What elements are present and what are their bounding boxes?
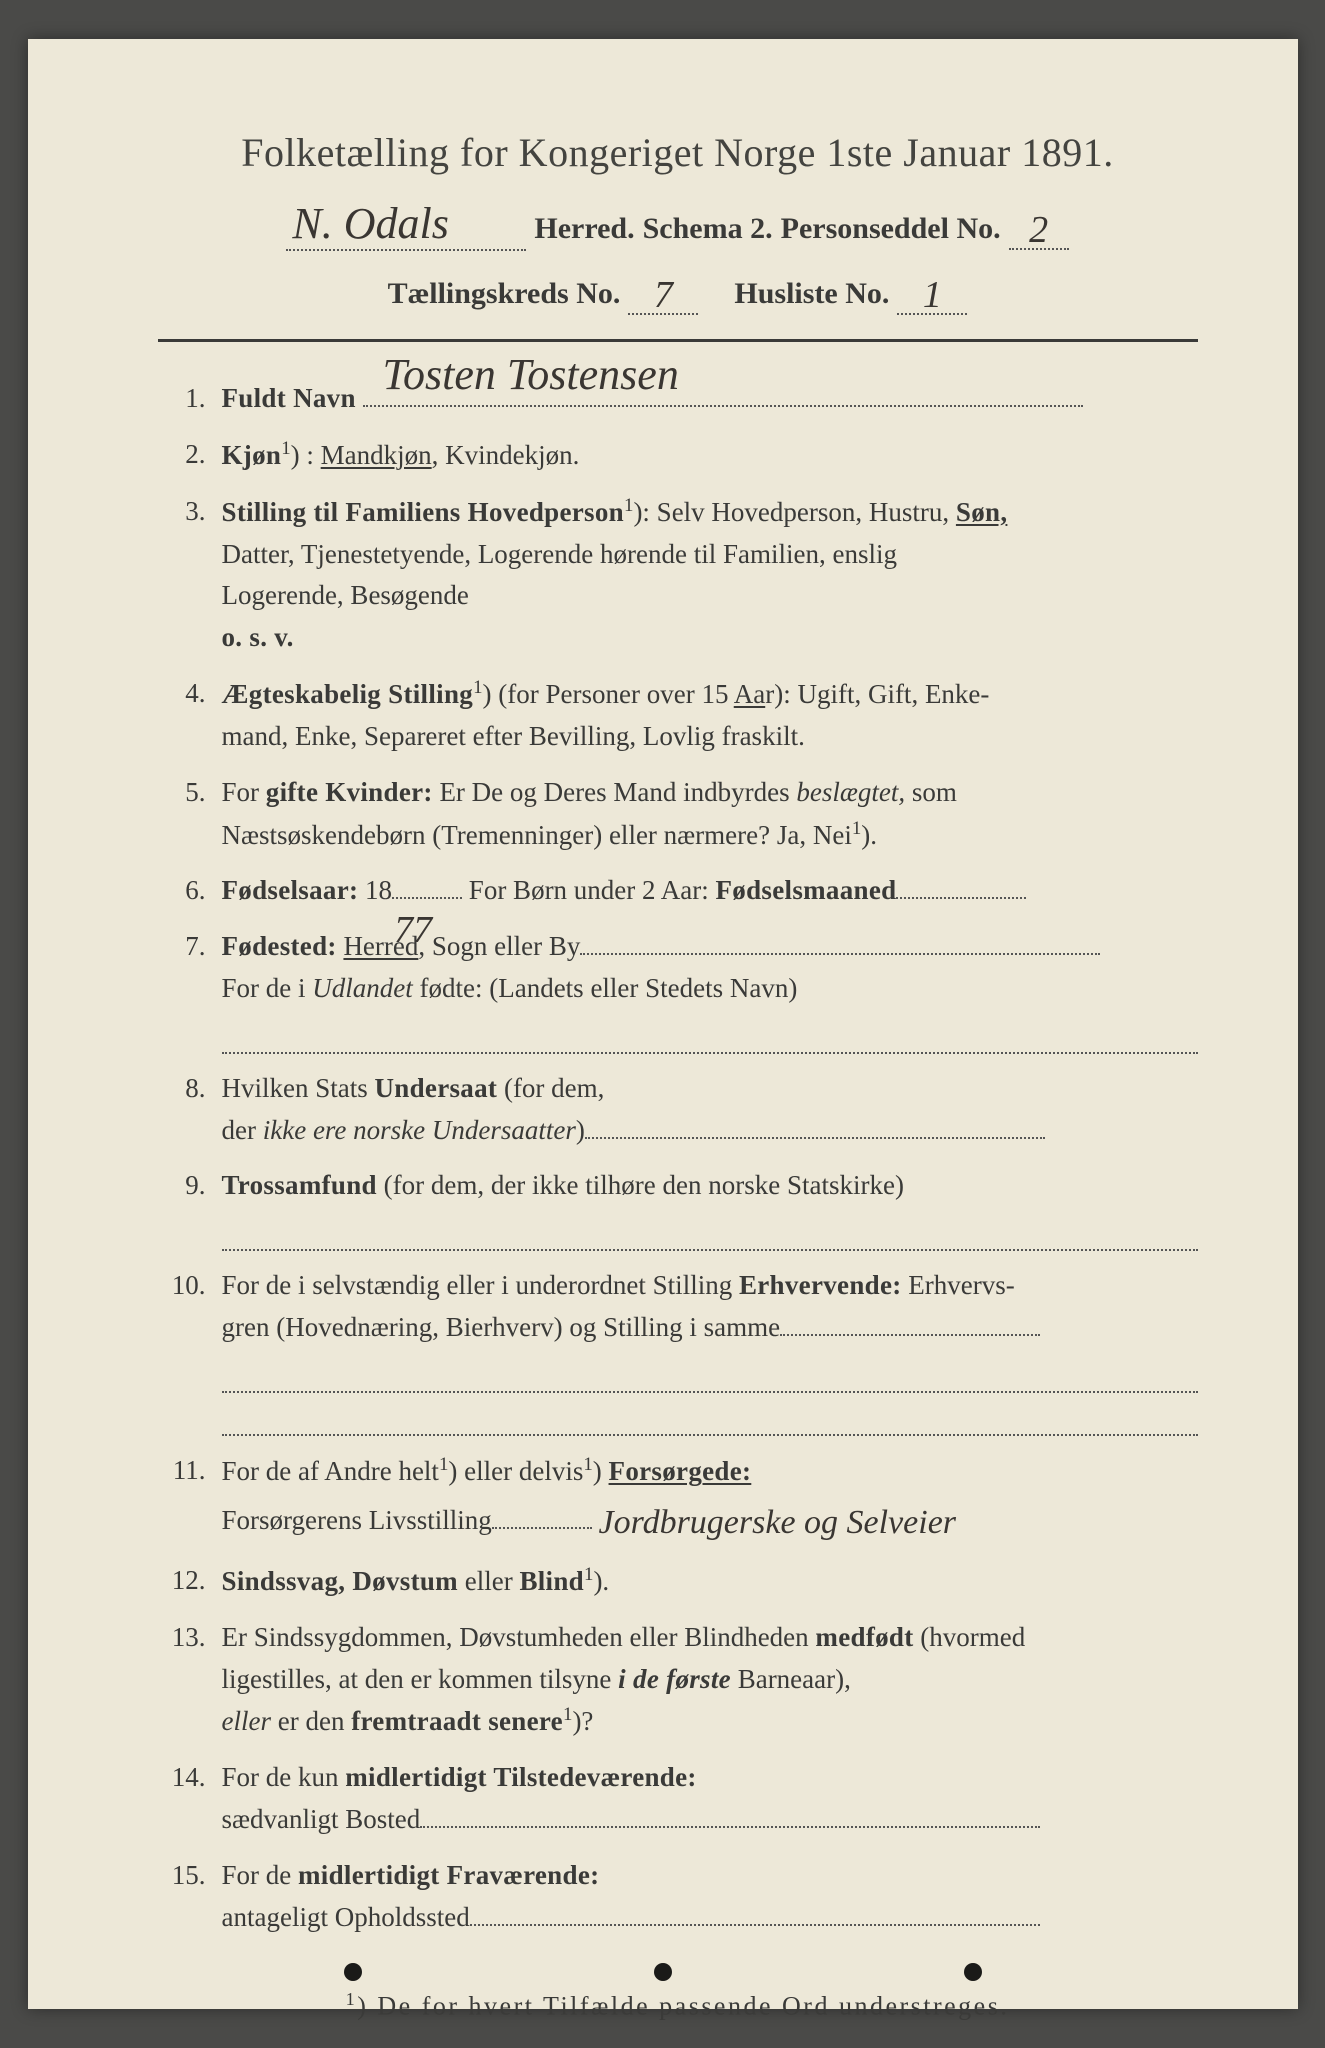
- item-5: 5. For gifte Kvinder: Er De og Deres Man…: [168, 772, 1198, 857]
- punch-hole-icon: [964, 1963, 982, 1981]
- kreds-no: 7: [654, 274, 673, 316]
- census-form-page: Folketælling for Kongeriget Norge 1ste J…: [28, 39, 1298, 2009]
- year-field: 77: [392, 897, 462, 899]
- item-3: 3. Stilling til Familiens Hovedperson1):…: [168, 491, 1198, 659]
- footnote: 1) De for hvert Tilfælde passende Ord un…: [158, 1989, 1198, 2022]
- personseddel-no: 2: [1029, 209, 1048, 251]
- kreds-no-field: 7: [628, 269, 698, 315]
- item-13: 13. Er Sindssygdommen, Døvstumheden elle…: [168, 1617, 1198, 1744]
- item-10: 10. For de i selvstændig eller i underor…: [168, 1265, 1198, 1436]
- header-line-1: N. Odals Herred. Schema 2. Personseddel …: [158, 198, 1198, 251]
- herred-field: N. Odals: [286, 198, 526, 251]
- punch-hole-icon: [344, 1963, 362, 1981]
- husliste-no-field: 1: [897, 269, 967, 315]
- herred-label: Herred.: [534, 212, 634, 246]
- stilling-selected: Søn,: [956, 497, 1007, 527]
- forsorger-value: Jordbrugerske og Selveier: [599, 1504, 957, 1541]
- husliste-label: Husliste No.: [734, 277, 889, 311]
- name-value: Tosten Tostensen: [383, 341, 679, 409]
- form-items: 1. Fuldt Navn Tosten Tostensen 2. Kjøn1)…: [158, 378, 1198, 1939]
- item-8: 8. Hvilken Stats Undersaat (for dem, der…: [168, 1068, 1198, 1152]
- item-12: 12. Sindssvag, Døvstum eller Blind1).: [168, 1560, 1198, 1603]
- item-2: 2. Kjøn1) : Mandkjøn, Kvindekjøn.: [168, 434, 1198, 477]
- item-9: 9. Trossamfund (for dem, der ikke tilhør…: [168, 1165, 1198, 1251]
- kjon-selected: Mandkjøn: [321, 440, 432, 470]
- header-line-2: Tællingskreds No. 7 Husliste No. 1: [158, 269, 1198, 315]
- item-7: 7. Fødested: Herred, Sogn eller By For d…: [168, 926, 1198, 1053]
- herred-handwritten: N. Odals: [292, 198, 448, 249]
- item-11: 11. For de af Andre helt1) eller delvis1…: [168, 1450, 1198, 1546]
- punch-holes: [28, 1963, 1298, 1981]
- kreds-label: Tællingskreds No.: [388, 277, 621, 311]
- item-4: 4. Ægteskabelig Stilling1) (for Personer…: [168, 673, 1198, 758]
- punch-hole-icon: [654, 1963, 672, 1981]
- name-field: Tosten Tostensen: [363, 405, 1083, 407]
- item-6: 6. Fødselsaar: 1877 For Børn under 2 Aar…: [168, 870, 1198, 912]
- form-title: Folketælling for Kongeriget Norge 1ste J…: [158, 129, 1198, 176]
- item-1: 1. Fuldt Navn Tosten Tostensen: [168, 378, 1198, 420]
- form-header: Folketælling for Kongeriget Norge 1ste J…: [158, 129, 1198, 315]
- husliste-no: 1: [923, 274, 942, 316]
- personseddel-no-field: 2: [1009, 204, 1069, 250]
- personseddel-label: Personseddel No.: [781, 212, 1001, 246]
- schema-label: Schema 2.: [643, 212, 773, 246]
- item-15: 15. For de midlertidigt Fraværende: anta…: [168, 1855, 1198, 1939]
- item-14: 14. For de kun midlertidigt Tilstedevære…: [168, 1757, 1198, 1841]
